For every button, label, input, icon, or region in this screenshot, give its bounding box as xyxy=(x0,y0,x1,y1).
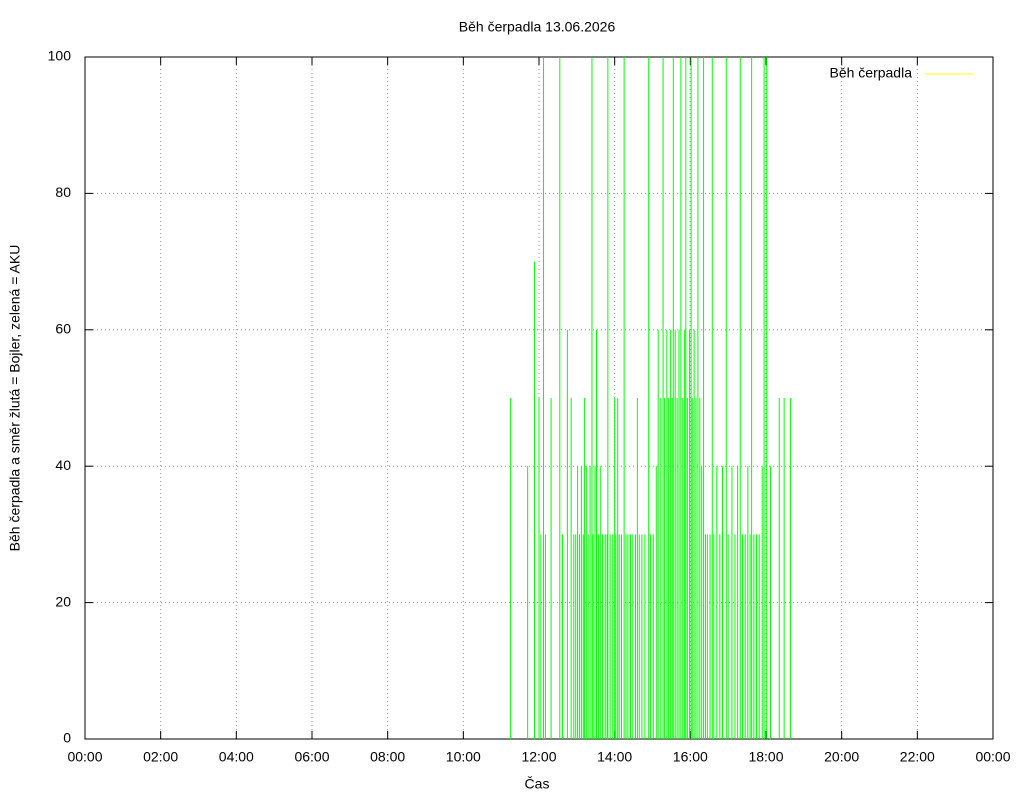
x-tick-label: 16:00 xyxy=(673,749,708,765)
y-tick-label: 80 xyxy=(55,184,71,200)
y-tick-label: 40 xyxy=(55,457,71,473)
x-tick-label: 20:00 xyxy=(824,749,859,765)
y-tick-label: 100 xyxy=(48,48,72,64)
x-tick-label: 12:00 xyxy=(521,749,556,765)
chart-title: Běh čerpadla 13.06.2026 xyxy=(459,19,616,35)
x-tick-label: 00:00 xyxy=(67,749,102,765)
x-tick-label: 00:00 xyxy=(975,749,1010,765)
legend-label: Běh čerpadla xyxy=(829,65,912,81)
x-tick-label: 18:00 xyxy=(748,749,783,765)
x-tick-label: 04:00 xyxy=(219,749,254,765)
x-axis-label: Čas xyxy=(525,776,550,792)
x-tick-label: 14:00 xyxy=(597,749,632,765)
y-tick-label: 0 xyxy=(63,730,71,746)
x-tick-label: 06:00 xyxy=(294,749,329,765)
y-tick-label: 20 xyxy=(55,593,71,609)
y-tick-label: 60 xyxy=(55,321,71,337)
x-tick-label: 02:00 xyxy=(143,749,178,765)
y-axis-label: Běh čerpadla a směr žlutá = Bojler, zele… xyxy=(7,245,23,552)
x-tick-label: 10:00 xyxy=(446,749,481,765)
x-tick-label: 22:00 xyxy=(900,749,935,765)
x-tick-label: 08:00 xyxy=(370,749,405,765)
